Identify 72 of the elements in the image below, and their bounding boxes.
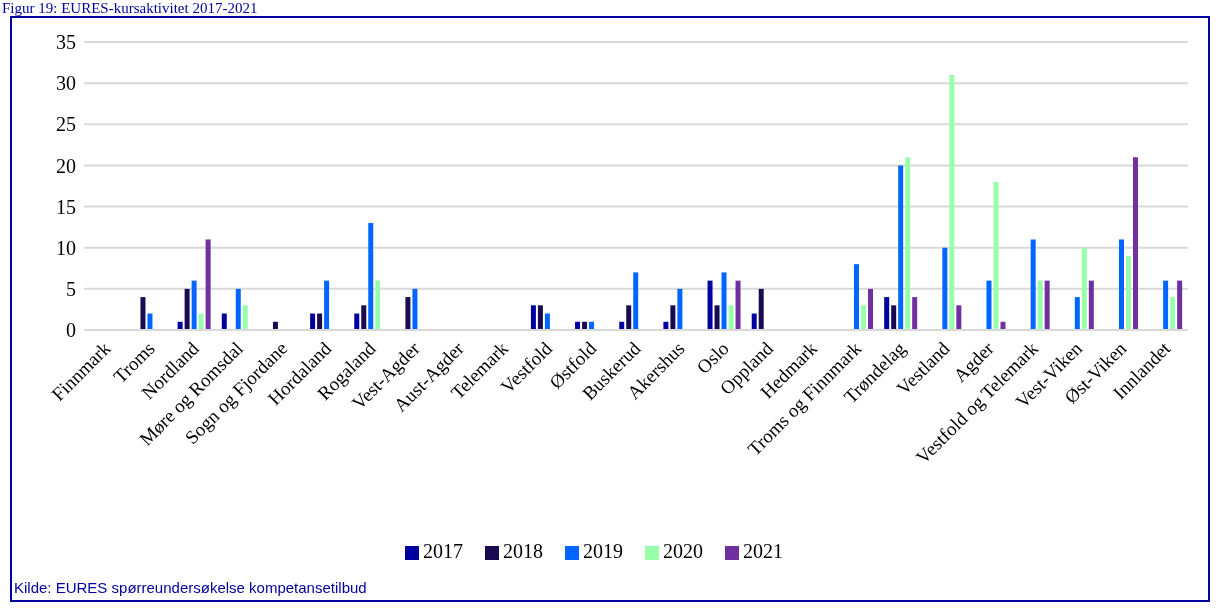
bar: [993, 181, 999, 330]
bar: [898, 165, 904, 330]
bar: [1037, 280, 1043, 330]
bar: [235, 288, 241, 330]
bar: [361, 305, 367, 330]
y-tick-label: 10: [56, 236, 76, 259]
bar: [751, 313, 757, 330]
text: Kilde: EURES spørreundersøkelse kompetansetilbud: [14, 579, 367, 596]
bar: [368, 223, 374, 330]
bar: [1044, 280, 1050, 330]
bar: [412, 288, 418, 330]
bar: [1177, 280, 1183, 330]
y-tick-label: 30: [56, 72, 76, 95]
bar: [905, 157, 911, 330]
bar: [1125, 255, 1131, 330]
bar: [1170, 297, 1176, 330]
bar: [1030, 239, 1036, 330]
bar: [956, 305, 962, 330]
legend-label: 2020: [663, 540, 703, 562]
y-tick-label: 15: [56, 195, 76, 218]
bar: [721, 272, 727, 330]
bar: [891, 305, 897, 330]
bar: [728, 305, 734, 330]
bar: [530, 305, 536, 330]
legend-label: 2021: [743, 540, 783, 562]
bar: [633, 272, 639, 330]
bar: [1074, 297, 1080, 330]
bar: [677, 288, 683, 330]
bar: [198, 313, 204, 330]
bar: [147, 313, 153, 330]
legend-label: 2019: [583, 540, 623, 562]
bar: [735, 280, 741, 330]
bar: [986, 280, 992, 330]
bar: [544, 313, 550, 330]
y-tick-label: 0: [66, 319, 76, 342]
bar: [1081, 247, 1087, 330]
bar: [949, 74, 955, 330]
bar: [714, 305, 720, 330]
bar: [758, 288, 764, 330]
bar: [537, 305, 543, 330]
bar: [1132, 157, 1138, 330]
bar: [140, 297, 146, 330]
bar: [626, 305, 632, 330]
bar: [375, 280, 381, 330]
bar: [1163, 280, 1169, 330]
bar: [205, 239, 211, 330]
bar: [317, 313, 323, 330]
bar: [1118, 239, 1124, 330]
bar: [912, 297, 918, 330]
bar: [405, 297, 411, 330]
bar: [184, 288, 190, 330]
bar: [310, 313, 316, 330]
bar: [670, 305, 676, 330]
bar: [191, 280, 197, 330]
bar: [868, 288, 874, 330]
bar: [354, 313, 360, 330]
y-tick-label: 20: [56, 154, 76, 177]
bar: [1088, 280, 1094, 330]
bar: [942, 247, 948, 330]
bar: [242, 305, 248, 330]
y-tick-label: 25: [56, 113, 76, 136]
bar: [221, 313, 227, 330]
y-tick-label: 35: [56, 31, 76, 54]
legend-label: 2018: [503, 540, 543, 562]
bar: [884, 297, 890, 330]
bar: [707, 280, 713, 330]
bar: [861, 305, 867, 330]
legend-label: 2017: [423, 540, 463, 562]
bar: [324, 280, 330, 330]
bar: [854, 264, 860, 330]
chart-title: Figur 19: EURES-kursaktivitet 2017-2021: [2, 0, 258, 17]
y-tick-label: 5: [66, 277, 76, 300]
